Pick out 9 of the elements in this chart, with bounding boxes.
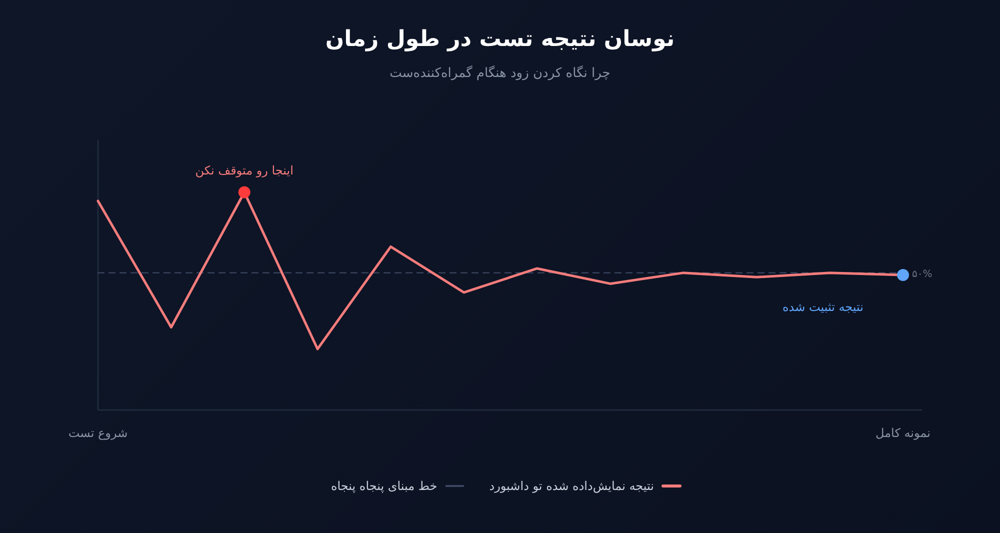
annotation: نتیجه تثبیت شده xyxy=(782,300,864,314)
x-tick-label: نمونه کامل xyxy=(876,426,930,440)
legend-label: خط مبنای پنجاه پنجاه xyxy=(330,479,438,493)
legend-label: نتیجه نمایش‌داده شده تو داشبورد xyxy=(489,479,654,493)
chart-title: نوسان نتیجه تست در طول زمان xyxy=(325,27,675,52)
annotation: اینجا رو متوقف نکن xyxy=(195,163,294,178)
chart-subtitle: چرا نگاه کردن زود هنگام گمراه‌کننده‌ست xyxy=(390,65,610,81)
annotation: ۵۰% xyxy=(912,268,932,280)
x-tick-label: شروع تست xyxy=(68,426,128,440)
